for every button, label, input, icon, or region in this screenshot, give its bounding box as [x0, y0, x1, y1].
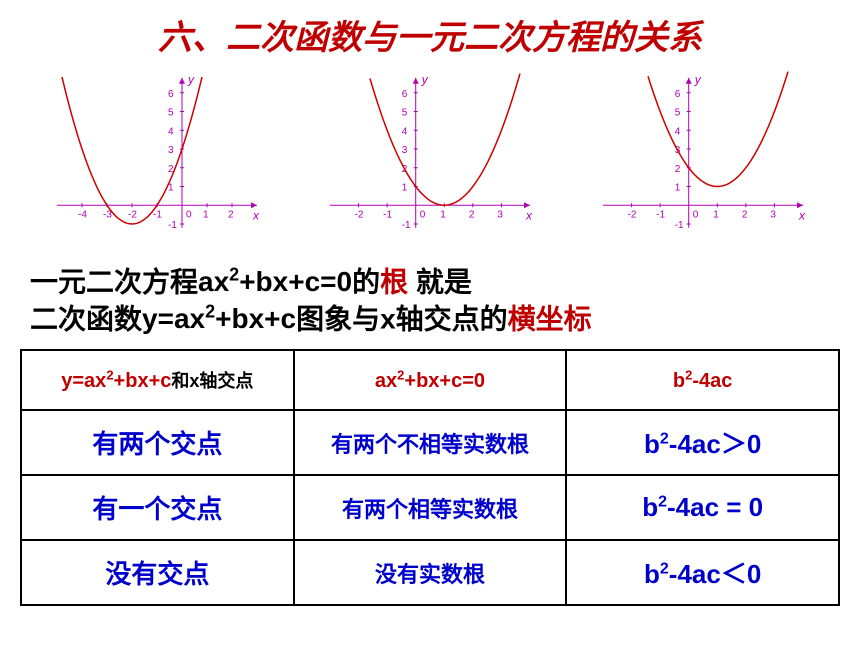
svg-text:3: 3 — [168, 145, 174, 156]
table-row: 有一个交点有两个相等实数根b2-4ac = 0 — [21, 475, 839, 540]
svg-text:1: 1 — [440, 209, 446, 220]
svg-text:-2: -2 — [355, 209, 364, 220]
svg-text:0: 0 — [420, 209, 426, 220]
statement-text: 一元二次方程ax2+bx+c=0的根 就是 二次函数y=ax2+bx+c图象与x… — [20, 264, 840, 337]
svg-text:y: y — [694, 72, 702, 86]
svg-text:x: x — [798, 208, 806, 222]
graphs-row: -4-3-2-1012-1123456xy -2-10123-1123456xy… — [20, 64, 840, 254]
svg-text:1: 1 — [402, 183, 408, 194]
header-col1-func: y=ax2+bx+c — [61, 370, 171, 392]
svg-text:-1: -1 — [383, 209, 392, 220]
svg-text:4: 4 — [675, 126, 681, 137]
svg-text:x: x — [252, 208, 260, 222]
table-header-row: y=ax2+bx+c和x轴交点 ax2+bx+c=0 b2-4ac — [21, 350, 839, 410]
svg-text:3: 3 — [402, 145, 408, 156]
cell-roots: 有两个相等实数根 — [294, 475, 567, 540]
svg-text:-1: -1 — [168, 220, 177, 231]
cell-discriminant: b2-4ac＞0 — [566, 410, 839, 475]
table-row: 没有交点没有实数根b2-4ac＜0 — [21, 540, 839, 605]
cell-roots: 有两个不相等实数根 — [294, 410, 567, 475]
svg-text:x: x — [525, 208, 533, 222]
graph-two-intersections: -4-3-2-1012-1123456xy — [47, 64, 267, 254]
stmt-part: 的 — [352, 266, 380, 297]
cell-discriminant: b2-4ac = 0 — [566, 475, 839, 540]
svg-text:-2: -2 — [128, 209, 137, 220]
svg-text:6: 6 — [402, 89, 408, 100]
stmt-part: 就是 — [408, 266, 472, 297]
cell-intersections: 没有交点 — [21, 540, 294, 605]
stmt-part: x — [380, 303, 396, 334]
svg-text:4: 4 — [168, 126, 174, 137]
svg-text:5: 5 — [402, 108, 408, 119]
svg-text:5: 5 — [168, 108, 174, 119]
svg-text:-1: -1 — [675, 220, 684, 231]
svg-text:4: 4 — [402, 126, 408, 137]
svg-text:-2: -2 — [628, 209, 637, 220]
svg-text:0: 0 — [693, 209, 699, 220]
svg-text:-1: -1 — [656, 209, 665, 220]
stmt-part: 轴交点的 — [396, 303, 508, 334]
slide-title: 六、二次函数与一元二次方程的关系 — [20, 10, 840, 59]
stmt-part: 二次函数 — [30, 303, 142, 334]
svg-text:3: 3 — [771, 209, 777, 220]
stmt-xcoord: 横坐标 — [508, 303, 592, 334]
svg-text:y: y — [187, 72, 195, 86]
header-col3: b2-4ac — [566, 350, 839, 410]
svg-text:2: 2 — [228, 209, 234, 220]
relation-table: y=ax2+bx+c和x轴交点 ax2+bx+c=0 b2-4ac 有两个交点有… — [20, 349, 840, 606]
stmt-function: y=ax2+bx+c — [142, 303, 296, 334]
header-col1-suffix: 和x轴交点 — [171, 371, 253, 391]
cell-roots: 没有实数根 — [294, 540, 567, 605]
svg-text:1: 1 — [714, 209, 720, 220]
cell-discriminant: b2-4ac＜0 — [566, 540, 839, 605]
svg-text:6: 6 — [675, 89, 681, 100]
svg-text:5: 5 — [675, 108, 681, 119]
svg-text:-1: -1 — [153, 209, 162, 220]
cell-intersections: 有两个交点 — [21, 410, 294, 475]
svg-text:2: 2 — [675, 164, 681, 175]
stmt-root: 根 — [380, 266, 408, 297]
graph-no-intersection: -2-10123-1123456xy — [593, 64, 813, 254]
svg-text:y: y — [421, 72, 429, 86]
table-row: 有两个交点有两个不相等实数根b2-4ac＞0 — [21, 410, 839, 475]
stmt-part: 图象与 — [296, 303, 380, 334]
svg-text:-4: -4 — [78, 209, 87, 220]
svg-text:2: 2 — [469, 209, 475, 220]
svg-text:6: 6 — [168, 89, 174, 100]
svg-text:0: 0 — [186, 209, 192, 220]
svg-text:1: 1 — [203, 209, 209, 220]
svg-text:2: 2 — [742, 209, 748, 220]
header-col2-eq: ax2+bx+c=0 — [375, 370, 485, 392]
header-col1: y=ax2+bx+c和x轴交点 — [21, 350, 294, 410]
svg-text:-1: -1 — [402, 220, 411, 231]
header-col3-disc: b2-4ac — [673, 370, 732, 392]
header-col2: ax2+bx+c=0 — [294, 350, 567, 410]
cell-intersections: 有一个交点 — [21, 475, 294, 540]
stmt-part: 一元二次方程 — [30, 266, 198, 297]
stmt-equation: ax2+bx+c=0 — [198, 266, 352, 297]
svg-text:1: 1 — [675, 183, 681, 194]
svg-text:3: 3 — [497, 209, 503, 220]
graph-one-intersection: -2-10123-1123456xy — [320, 64, 540, 254]
